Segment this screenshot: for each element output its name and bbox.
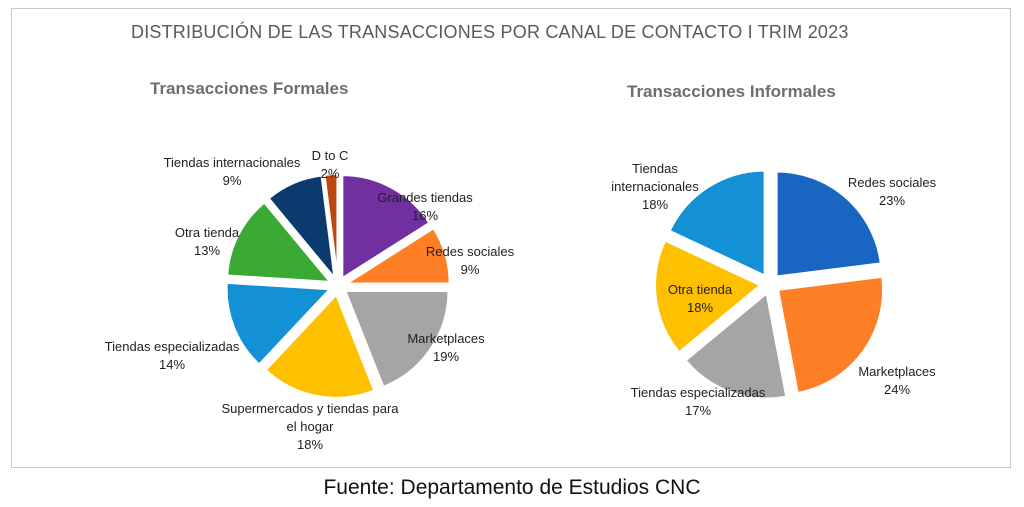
- pie-title-formales: Transacciones Formales: [150, 79, 349, 98]
- slice-label-grandes-tiendas: Grandes tiendas 16%: [377, 190, 473, 223]
- pie-slice-otra-tienda: [226, 201, 333, 284]
- pie-formales: Grandes tiendas 16% Redes sociales 9% Market…: [105, 148, 515, 452]
- source-note: Fuente: Departamento de Estudios CNC: [323, 476, 701, 499]
- slice-label-redes-sociales: Redes sociales 23%: [848, 175, 937, 208]
- slice-label-marketplaces: Marketplaces 24%: [858, 364, 936, 397]
- pie-slice-supermercados-y-tiendas-para-el-hogar: [264, 293, 376, 399]
- pie-slice-tiendas-internacionales: [668, 169, 766, 278]
- slice-label-marketplaces: Marketplaces 19%: [407, 331, 485, 364]
- pie-slice-redes-sociales: [775, 170, 882, 278]
- slice-label-tiendas-especializadas: Tiendas especializadas 17%: [631, 385, 766, 418]
- pie-slice-redes-sociales: [343, 226, 451, 285]
- pie-slice-tiendas-internacionales: [267, 174, 336, 282]
- pie-slice-marketplaces: [343, 290, 450, 389]
- pie-slice-grandes-tiendas: [341, 174, 431, 280]
- slice-label-otra-tienda: Otra tienda 18%: [668, 282, 733, 315]
- slice-label-tiendas-internacionales: Tiendas internacionales 9%: [164, 155, 301, 188]
- slice-label-d-to-c: D to C 2%: [312, 148, 349, 181]
- pie-slice-d-to-c: [323, 173, 339, 278]
- slice-label-redes-sociales: Redes sociales 9%: [426, 244, 515, 277]
- pie-slice-tiendas-especializadas: [684, 291, 788, 400]
- main-title: DISTRIBUCIÓN DE LAS TRANSACCIONES POR CA…: [131, 22, 849, 42]
- pie-title-informales: Transacciones Informales: [627, 82, 836, 101]
- slice-label-tiendas-especializadas: Tiendas especializadas 14%: [105, 339, 240, 372]
- slice-label-tiendas-internacionales: Tiendas internacionales 18%: [611, 161, 699, 212]
- slice-label-supermercados-y-tiendas-para-el-hogar: Supermercados y tiendas para el hogar 18%: [221, 401, 399, 452]
- pie-slice-marketplaces: [776, 275, 885, 395]
- slice-label-otra-tienda: Otra tienda 13%: [175, 225, 240, 258]
- pie-informales: Redes sociales 23% Marketplaces 24% Tiendas …: [611, 161, 936, 418]
- pie-slice-otra-tienda: [654, 239, 762, 354]
- pie-slice-tiendas-especializadas: [225, 281, 332, 366]
